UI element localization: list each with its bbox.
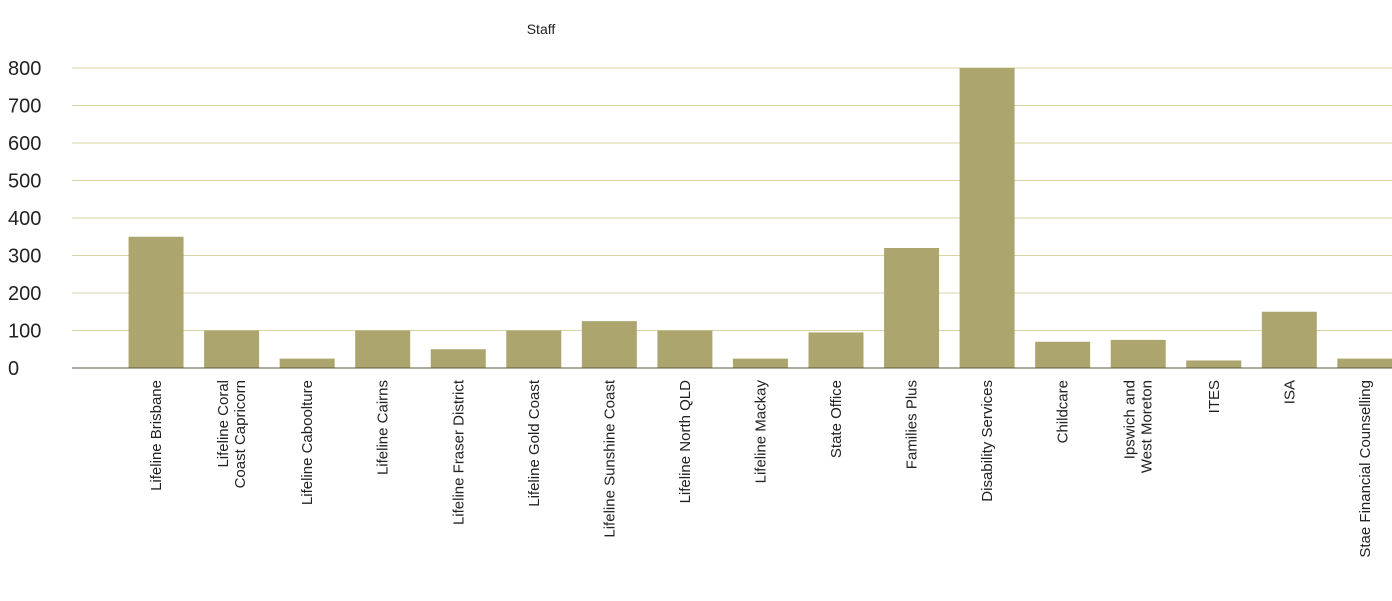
bar xyxy=(279,358,335,368)
y-tick-label: 200 xyxy=(8,283,41,305)
bar xyxy=(430,349,486,368)
x-tick-label: Disability Services xyxy=(979,380,996,502)
x-tick-label: Lifeline Mackay xyxy=(752,380,769,484)
bar xyxy=(1110,339,1166,368)
x-tick-label: Lifeline Brisbane xyxy=(148,380,165,491)
y-tick-label: 500 xyxy=(8,171,41,193)
bar xyxy=(581,321,637,368)
y-axis-ticks: 0 100 200 300 400 500 600 700 800 xyxy=(8,58,41,380)
bar xyxy=(808,332,864,368)
x-tick-label: Coast Capricorn xyxy=(232,380,249,488)
bar xyxy=(657,330,713,368)
y-tick-label: 300 xyxy=(8,246,41,268)
x-tick-label: State Office xyxy=(828,380,845,458)
bar xyxy=(1186,360,1242,368)
x-tick-label: Lifeline Caboolture xyxy=(299,380,316,505)
bar xyxy=(506,330,562,368)
y-tick-label: 800 xyxy=(8,58,41,80)
x-tick-label: Families Plus xyxy=(904,380,921,469)
bar xyxy=(128,236,184,368)
bar xyxy=(1337,358,1392,368)
y-tick-label: 700 xyxy=(8,96,41,118)
bar xyxy=(204,330,260,368)
bar xyxy=(1035,341,1091,368)
y-tick-label: 0 xyxy=(8,358,19,380)
bar xyxy=(1261,311,1317,368)
bar xyxy=(732,358,788,368)
x-tick-label: Lifeline Cairns xyxy=(375,380,392,475)
x-tick-label: Lifeline Coral xyxy=(215,380,232,468)
bar xyxy=(355,330,411,368)
x-tick-label: Lifeline Sunshine Coast xyxy=(601,379,618,537)
x-tick-label: Lifeline Gold Coast xyxy=(526,379,543,507)
bars xyxy=(128,68,1392,368)
bar xyxy=(884,248,940,368)
x-tick-label: Lifeline North QLD xyxy=(677,380,694,504)
y-tick-label: 100 xyxy=(8,321,41,343)
x-tick-label: Childcare xyxy=(1055,380,1072,443)
x-tick-label: Lifeline Fraser District xyxy=(450,379,467,525)
x-tick-label: ITES xyxy=(1206,380,1223,413)
x-tick-label: West Moreton xyxy=(1139,380,1156,473)
x-tick-label: ISA xyxy=(1281,380,1298,404)
gridlines xyxy=(72,67,1392,331)
x-axis-labels: Lifeline Brisbane Lifeline Coral Coast Cap… xyxy=(148,379,1374,557)
y-tick-label: 600 xyxy=(8,133,41,155)
x-tick-label: Ipswich and xyxy=(1122,380,1139,459)
chart-title: Staff xyxy=(527,21,556,37)
y-tick-label: 400 xyxy=(8,208,41,230)
x-tick-label: Stae Financial Counselling xyxy=(1357,380,1374,558)
bar xyxy=(959,68,1015,368)
